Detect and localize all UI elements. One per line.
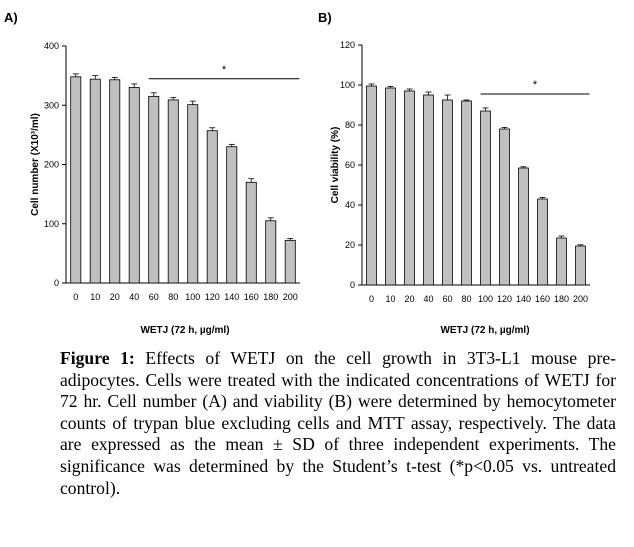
bar xyxy=(284,239,296,284)
y-tick-label: 100 xyxy=(340,80,355,90)
bar xyxy=(226,146,238,284)
x-tick-label: 120 xyxy=(205,292,220,302)
x-tick-label: 100 xyxy=(478,294,493,304)
x-tick-label: 140 xyxy=(516,294,531,304)
y-tick-label: 200 xyxy=(44,160,59,170)
x-tick-label: 20 xyxy=(110,292,120,302)
x-tick-label: 40 xyxy=(423,294,433,304)
y-tick-label: 20 xyxy=(345,240,355,250)
y-tick-label: 100 xyxy=(44,219,59,229)
x-tick-label: 200 xyxy=(283,292,298,302)
bar xyxy=(461,100,472,286)
x-tick-label: 120 xyxy=(497,294,512,304)
x-tick-label: 180 xyxy=(554,294,569,304)
bar xyxy=(167,99,179,284)
x-tick-label: 10 xyxy=(90,292,100,302)
panel-label: A) xyxy=(4,10,18,25)
x-tick-label: 20 xyxy=(404,294,414,304)
bar xyxy=(366,85,377,286)
chart-panel-2: B) 0 20 40 60 80 100 120 0 10 20 40 60 80 100 120 140 160… xyxy=(318,10,590,336)
bar xyxy=(70,76,82,284)
x-tick-label: 40 xyxy=(129,292,139,302)
x-tick-label: 160 xyxy=(535,294,550,304)
bar xyxy=(109,79,121,284)
bar xyxy=(385,87,396,286)
x-axis-label: WETJ (72 h, µg/ml) xyxy=(140,325,229,336)
bar xyxy=(480,110,491,286)
x-tick-label: 140 xyxy=(224,292,239,302)
bar xyxy=(187,104,199,284)
x-tick-label: 60 xyxy=(149,292,159,302)
bar xyxy=(499,128,510,286)
x-tick-label: 180 xyxy=(263,292,278,302)
y-tick-label: 0 xyxy=(54,278,59,288)
x-axis-label: WETJ (72 h, µg/ml) xyxy=(440,325,529,336)
significance-marker: * xyxy=(533,79,538,91)
x-tick-label: 160 xyxy=(244,292,259,302)
y-tick-label: 40 xyxy=(345,200,355,210)
bar xyxy=(556,237,567,286)
chart-panel-1: A) 0 100 200 300 400 0 10 20 40 60 80 100 120 140 160 18… xyxy=(4,10,300,336)
x-tick-label: 80 xyxy=(461,294,471,304)
x-tick-label: 10 xyxy=(385,294,395,304)
y-tick-label: 0 xyxy=(350,280,355,290)
bar xyxy=(518,167,529,286)
bar xyxy=(245,181,257,284)
y-axis-label: Cell number (X10³/ml) xyxy=(30,113,41,216)
bar xyxy=(128,87,140,284)
significance-marker: * xyxy=(222,64,227,76)
bar xyxy=(442,99,453,286)
y-tick-label: 400 xyxy=(44,41,59,51)
x-tick-label: 200 xyxy=(573,294,588,304)
x-tick-label: 0 xyxy=(369,294,374,304)
caption-text: Effects of WETJ on the cell growth in 3T… xyxy=(60,348,616,498)
y-tick-label: 120 xyxy=(340,40,355,50)
bar xyxy=(537,198,548,286)
bar xyxy=(89,78,101,284)
panel-label: B) xyxy=(318,10,332,25)
y-tick-label: 300 xyxy=(44,100,59,110)
caption-label: Figure 1: xyxy=(60,348,135,368)
bar xyxy=(265,220,277,284)
bar xyxy=(148,95,160,284)
bar xyxy=(423,94,434,286)
y-tick-label: 60 xyxy=(345,160,355,170)
y-axis-label: Cell viability (%) xyxy=(330,127,341,204)
x-tick-label: 80 xyxy=(168,292,178,302)
figure-caption: Figure 1: Effects of WETJ on the cell gr… xyxy=(60,348,616,499)
x-tick-label: 0 xyxy=(73,292,78,302)
bar xyxy=(404,90,415,286)
x-tick-label: 60 xyxy=(442,294,452,304)
bar xyxy=(575,245,586,286)
bar xyxy=(206,130,218,284)
y-tick-label: 80 xyxy=(345,120,355,130)
x-tick-label: 100 xyxy=(185,292,200,302)
